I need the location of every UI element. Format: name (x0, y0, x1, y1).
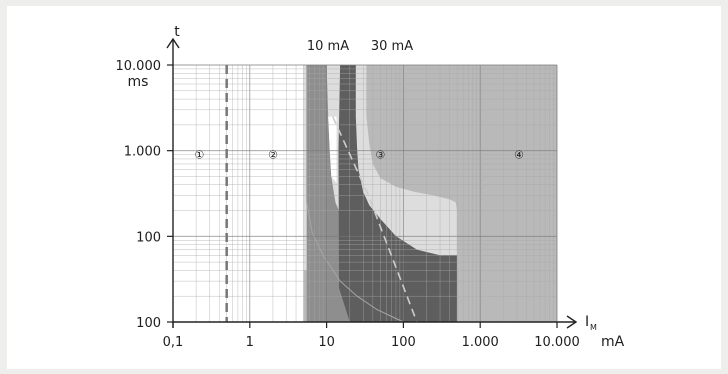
x-tick-label: 1.000 (462, 335, 499, 350)
y-tick-label: 100 (136, 316, 161, 331)
x-tick-label: 100 (391, 335, 416, 350)
x-tick-label: 0,1 (163, 335, 184, 350)
x-tick-label: 10 (318, 335, 335, 350)
chart-regions (303, 65, 557, 323)
region-white-gap-10mA (328, 116, 337, 183)
time-current-chart: 0,1 1 10 100 1.000 10.000 100 100 1.000 10.000 t ms… (116, 24, 625, 350)
x-tick-label: 1 (246, 335, 254, 350)
zone-marker-4: ④ (514, 149, 524, 162)
curve-label-30ma: 30 mA (371, 39, 413, 54)
chart-panel: 0,1 1 10 100 1.000 10.000 100 100 1.000 10.000 t ms… (7, 6, 721, 369)
y-tick-label: 1.000 (124, 145, 161, 160)
y-tick-label: 10.000 (116, 59, 162, 74)
zone-marker-3: ③ (375, 149, 385, 162)
y-axis-arrow (166, 37, 180, 49)
chart-axes (166, 37, 578, 329)
diagonal-line (331, 116, 418, 323)
chart-grid (172, 64, 558, 323)
x-axis-unit: mA (601, 334, 625, 350)
y-axis-unit: ms (128, 74, 149, 90)
y-tick-label: 100 (136, 230, 161, 245)
chart-lines (225, 65, 418, 323)
chart-labels: 0,1 1 10 100 1.000 10.000 100 100 1.000 10.000 t ms… (116, 24, 625, 350)
zone-marker-2: ② (268, 149, 278, 162)
curve-label-10ma: 10 mA (307, 39, 349, 54)
x-axis-arrow (566, 315, 578, 329)
region-band-30mA-core (338, 65, 458, 322)
x-tick-label: 10.000 (534, 335, 580, 350)
zone-marker-1: ① (194, 149, 204, 162)
y-axis-label: t (174, 24, 180, 40)
x-axis-label-subscript: M (590, 323, 597, 332)
x-axis-label: I (585, 314, 589, 330)
